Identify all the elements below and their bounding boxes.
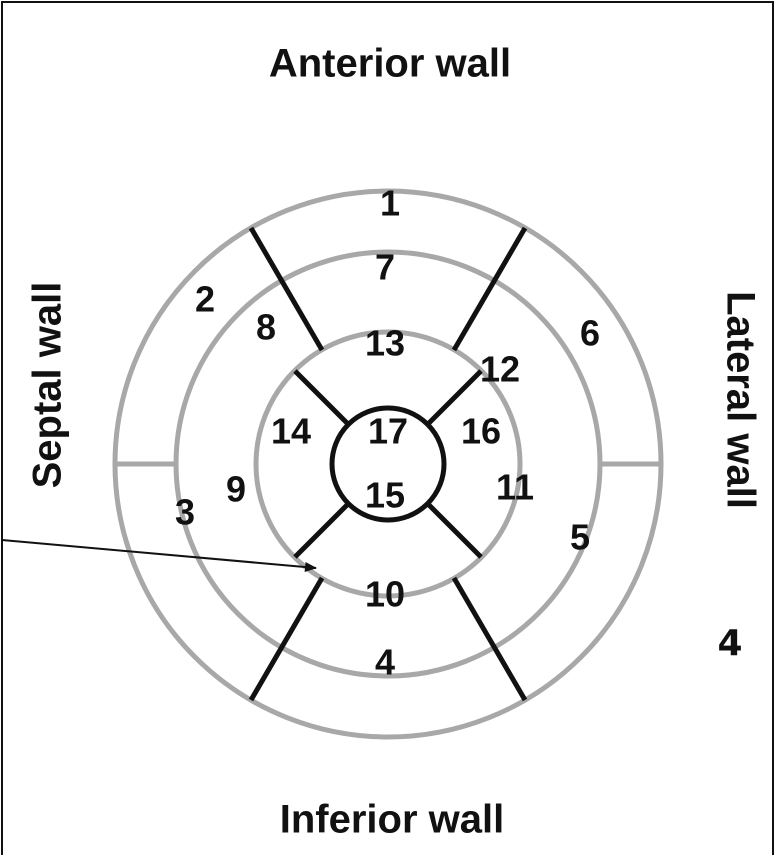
divider bbox=[426, 502, 483, 559]
segment-label: 16 bbox=[461, 411, 501, 452]
divider bbox=[451, 576, 528, 702]
lateral-label: Lateral wall bbox=[718, 291, 762, 509]
segment-label: 17 bbox=[368, 411, 408, 452]
septal-label: Septal wall bbox=[26, 282, 70, 489]
inferior-label: Inferior wall bbox=[280, 798, 505, 842]
segment-label: 14 bbox=[271, 411, 311, 452]
segment-label: 4 bbox=[375, 642, 395, 683]
annotation: 4 bbox=[717, 623, 742, 664]
segment-label: 13 bbox=[365, 323, 405, 364]
divider bbox=[293, 369, 350, 426]
anterior-label: Anterior wall bbox=[269, 42, 511, 86]
segment-label: 11 bbox=[496, 467, 534, 508]
apex-ring bbox=[329, 405, 447, 523]
divider bbox=[451, 226, 528, 352]
arrow bbox=[1, 539, 317, 573]
segment-label: 7 bbox=[375, 247, 395, 288]
inner-ring bbox=[253, 329, 523, 599]
segment-label: 6 bbox=[580, 313, 600, 354]
segment-label: 5 bbox=[570, 517, 590, 558]
segment-label: 3 bbox=[175, 492, 195, 533]
segment-label: 1 bbox=[380, 183, 400, 224]
divider bbox=[426, 369, 483, 426]
segment-label: 2 bbox=[195, 279, 215, 320]
divider bbox=[248, 226, 325, 352]
divider bbox=[293, 502, 350, 559]
segment-label: 15 bbox=[365, 475, 405, 516]
segment-label: 8 bbox=[256, 307, 276, 348]
segment-label: 12 bbox=[480, 349, 520, 390]
segment-label: 9 bbox=[226, 469, 246, 510]
divider bbox=[248, 576, 325, 702]
segment-label: 10 bbox=[365, 574, 405, 615]
